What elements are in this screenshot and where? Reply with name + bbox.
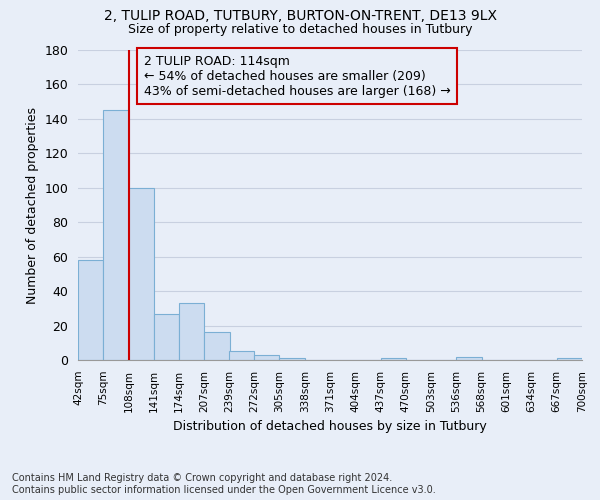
Bar bbox=[557, 358, 582, 360]
Bar bbox=[205, 332, 230, 360]
Text: 2 TULIP ROAD: 114sqm
← 54% of detached houses are smaller (209)
43% of semi-deta: 2 TULIP ROAD: 114sqm ← 54% of detached h… bbox=[143, 54, 450, 98]
Bar bbox=[380, 358, 406, 360]
Text: Size of property relative to detached houses in Tutbury: Size of property relative to detached ho… bbox=[128, 22, 472, 36]
Bar bbox=[457, 356, 482, 360]
Bar bbox=[254, 355, 280, 360]
Text: 2, TULIP ROAD, TUTBURY, BURTON-ON-TRENT, DE13 9LX: 2, TULIP ROAD, TUTBURY, BURTON-ON-TRENT,… bbox=[104, 9, 497, 23]
Bar bbox=[78, 260, 103, 360]
Bar bbox=[103, 110, 128, 360]
Bar bbox=[179, 303, 205, 360]
Bar bbox=[128, 188, 154, 360]
X-axis label: Distribution of detached houses by size in Tutbury: Distribution of detached houses by size … bbox=[173, 420, 487, 433]
Y-axis label: Number of detached properties: Number of detached properties bbox=[26, 106, 39, 304]
Bar bbox=[280, 358, 305, 360]
Bar bbox=[154, 314, 179, 360]
Text: Contains HM Land Registry data © Crown copyright and database right 2024.
Contai: Contains HM Land Registry data © Crown c… bbox=[12, 474, 436, 495]
Bar bbox=[229, 352, 254, 360]
